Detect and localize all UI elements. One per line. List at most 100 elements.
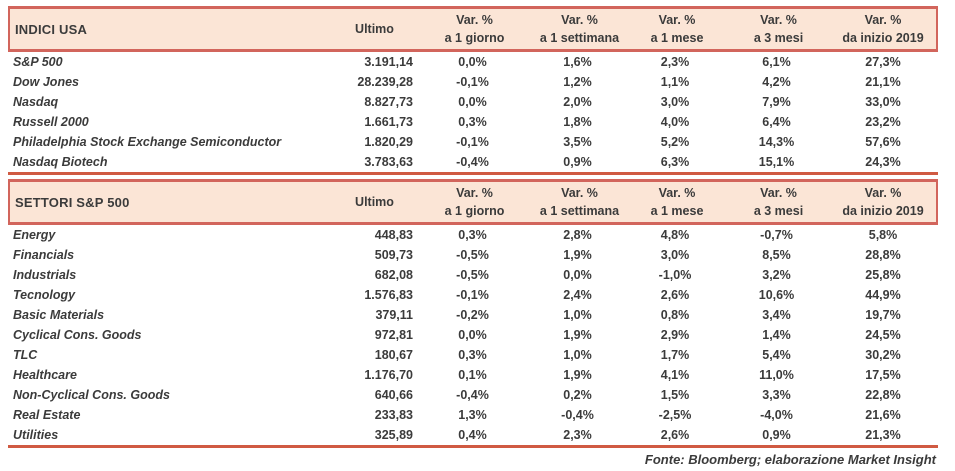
- row-var-value: 0,3%: [458, 228, 487, 242]
- row-var-value: -0,5%: [456, 268, 489, 282]
- row-var-value: 0,0%: [458, 55, 487, 69]
- table-row: Tecnology 1.576,83 -0,1% 2,4% 2,6% 10,6% 44,9%: [8, 285, 938, 305]
- col-header-var: Var. % da inizio 2019: [842, 186, 924, 218]
- row-ultimo-value: 3.191,14: [364, 55, 413, 69]
- row-label: Energy: [13, 228, 56, 242]
- row-label: Nasdaq: [13, 95, 59, 109]
- col-header-var: Var. % a 1 settimana: [539, 13, 620, 45]
- col-header-var: Var. % a 1 settimana: [539, 186, 620, 218]
- table-row: Real Estate 233,83 1,3% -0,4% -2,5% -4,0% 21,6…: [8, 405, 938, 425]
- row-var-value: 1,3%: [458, 408, 487, 422]
- table-section: SETTORI S&P 500 Ultimo Var. % a 1 giorno Var…: [8, 179, 938, 448]
- row-var-value: 24,5%: [865, 328, 901, 342]
- row-var-value: 15,1%: [758, 155, 795, 169]
- row-var-value: -0,4%: [561, 408, 594, 422]
- row-var-value: 30,2%: [865, 348, 901, 362]
- row-var-value: 2,6%: [660, 288, 690, 302]
- row-var-value: 24,3%: [865, 155, 901, 169]
- row-var-value: 0,4%: [458, 428, 487, 442]
- row-var-value: 2,9%: [660, 328, 690, 342]
- row-var-value: 21,3%: [865, 428, 901, 442]
- row-label: Real Estate: [13, 408, 81, 422]
- row-var-value: 0,0%: [458, 328, 487, 342]
- section-header-band: SETTORI S&P 500 Ultimo Var. % a 1 giorno Var…: [8, 179, 938, 225]
- row-var-value: 3,5%: [563, 135, 592, 149]
- row-var-value: -0,4%: [456, 155, 489, 169]
- row-ultimo-value: 233,83: [374, 408, 413, 422]
- row-var-value: 0,3%: [458, 115, 487, 129]
- row-var-value: 1,7%: [660, 348, 690, 362]
- row-var-value: 28,8%: [865, 248, 901, 262]
- row-ultimo-value: 1.576,83: [364, 288, 413, 302]
- row-var-value: 6,4%: [762, 115, 791, 129]
- row-var-value: 2,8%: [563, 228, 592, 242]
- row-var-value: 4,0%: [660, 115, 690, 129]
- row-var-value: 2,0%: [563, 95, 592, 109]
- table-row: Healthcare 1.176,70 0,1% 1,9% 4,1% 11,0% 17,5%: [8, 365, 938, 385]
- row-label: Tecnology: [13, 288, 76, 302]
- table-row: Utilities 325,89 0,4% 2,3% 2,6% 0,9% 21,3%: [8, 425, 938, 445]
- row-var-value: 2,6%: [660, 428, 690, 442]
- table-row: Financials 509,73 -0,5% 1,9% 3,0% 8,5% 28,8%: [8, 245, 938, 265]
- row-var-value: 4,1%: [660, 368, 690, 382]
- section-title: SETTORI S&P 500: [15, 194, 130, 210]
- row-var-value: 0,9%: [563, 155, 592, 169]
- row-ultimo-value: 325,89: [374, 428, 413, 442]
- table-row: Philadelphia Stock Exchange Semiconducto…: [8, 132, 938, 152]
- table-rows: Energy 448,83 0,3% 2,8% 4,8% -0,7% 5,8% Financi…: [8, 225, 938, 448]
- row-var-value: 1,6%: [563, 55, 592, 69]
- row-var-value: 1,4%: [762, 328, 791, 342]
- row-var-value: -0,1%: [456, 135, 489, 149]
- row-var-value: 1,5%: [660, 388, 690, 402]
- row-label: Financials: [13, 248, 75, 262]
- row-ultimo-value: 8.827,73: [364, 95, 413, 109]
- row-var-value: 1,9%: [563, 248, 592, 262]
- row-var-value: 0,0%: [563, 268, 592, 282]
- col-header-var: Var. % a 1 giorno: [444, 186, 505, 218]
- row-label: Russell 2000: [13, 115, 89, 129]
- table-row: Basic Materials 379,11 -0,2% 1,0% 0,8% 3,4% 19…: [8, 305, 938, 325]
- row-label: Philadelphia Stock Exchange Semiconducto…: [13, 135, 282, 149]
- tables-host: INDICI USA Ultimo Var. % a 1 giorno Var. % a …: [8, 6, 938, 448]
- row-ultimo-value: 28.239,28: [357, 75, 413, 89]
- table-row: S&P 500 3.191,14 0,0% 1,6% 2,3% 6,1% 27,3%: [8, 52, 938, 72]
- row-var-value: 4,2%: [762, 75, 791, 89]
- row-ultimo-value: 379,11: [375, 308, 413, 322]
- row-var-value: 14,3%: [758, 135, 795, 149]
- row-label: Utilities: [13, 428, 59, 442]
- row-var-value: -0,1%: [456, 75, 489, 89]
- row-label: TLC: [13, 348, 38, 362]
- table-row: Dow Jones 28.239,28 -0,1% 1,2% 1,1% 4,2% 21,1%: [8, 72, 938, 92]
- source-note: Fonte: Bloomberg; elaborazione Market In…: [644, 452, 936, 467]
- row-var-value: 0,9%: [762, 428, 791, 442]
- row-var-value: 0,1%: [458, 368, 487, 382]
- row-ultimo-value: 682,08: [374, 268, 413, 282]
- row-var-value: 5,2%: [660, 135, 690, 149]
- row-var-value: 4,8%: [660, 228, 690, 242]
- row-label: Industrials: [13, 268, 77, 282]
- row-var-value: 27,3%: [865, 55, 901, 69]
- market-insight-tables: INDICI USA Ultimo Var. % a 1 giorno Var. % a …: [8, 6, 938, 467]
- row-var-value: 5,8%: [868, 228, 898, 242]
- row-var-value: -0,2%: [456, 308, 489, 322]
- col-header-var: Var. % a 1 mese: [650, 186, 704, 218]
- row-var-value: 21,6%: [865, 408, 901, 422]
- row-var-value: 0,8%: [660, 308, 690, 322]
- col-header-ultimo: Ultimo: [355, 195, 394, 209]
- row-var-value: 3,0%: [660, 248, 690, 262]
- table-row: Russell 2000 1.661,73 0,3% 1,8% 4,0% 6,4% 23,2…: [8, 112, 938, 132]
- table-row: Industrials 682,08 -0,5% 0,0% -1,0% 3,2% 25,8%: [8, 265, 938, 285]
- row-var-value: 5,4%: [762, 348, 791, 362]
- section-title: INDICI USA: [15, 21, 88, 37]
- row-var-value: 11,0%: [759, 368, 794, 382]
- col-header-var: Var. % a 1 giorno: [444, 13, 505, 45]
- row-var-value: 33,0%: [865, 95, 901, 109]
- row-label: Nasdaq Biotech: [13, 155, 108, 169]
- row-var-value: 1,2%: [563, 75, 592, 89]
- row-var-value: -0,7%: [760, 228, 793, 242]
- col-header-ultimo: Ultimo: [355, 22, 394, 36]
- row-var-value: 44,9%: [865, 288, 901, 302]
- row-ultimo-value: 1.661,73: [364, 115, 413, 129]
- table-row: Non-Cyclical Cons. Goods 640,66 -0,4% 0,2% 1…: [8, 385, 938, 405]
- row-var-value: 1,9%: [563, 368, 592, 382]
